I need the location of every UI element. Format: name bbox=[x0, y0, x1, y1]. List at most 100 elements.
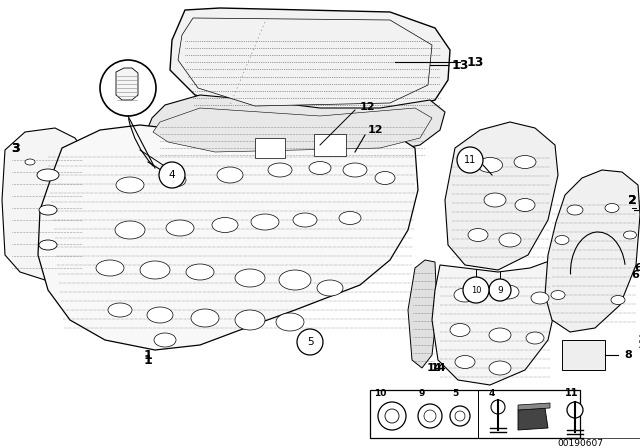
Ellipse shape bbox=[375, 172, 395, 185]
Text: 11: 11 bbox=[464, 155, 476, 165]
Text: 13: 13 bbox=[451, 59, 468, 72]
Bar bbox=[370, 390, 580, 438]
Ellipse shape bbox=[317, 280, 343, 296]
Circle shape bbox=[159, 162, 185, 188]
Ellipse shape bbox=[276, 313, 304, 331]
Ellipse shape bbox=[477, 158, 502, 172]
Text: 3: 3 bbox=[11, 142, 19, 155]
Polygon shape bbox=[178, 18, 432, 106]
Ellipse shape bbox=[567, 205, 583, 215]
Ellipse shape bbox=[454, 288, 476, 302]
Ellipse shape bbox=[251, 214, 279, 230]
Ellipse shape bbox=[166, 220, 194, 236]
Text: 15: 15 bbox=[638, 335, 640, 345]
Text: 00190607: 00190607 bbox=[557, 439, 603, 448]
Ellipse shape bbox=[147, 307, 173, 323]
Polygon shape bbox=[408, 260, 437, 368]
Ellipse shape bbox=[268, 163, 292, 177]
Ellipse shape bbox=[605, 203, 619, 212]
Text: 12: 12 bbox=[367, 125, 383, 135]
Ellipse shape bbox=[37, 169, 59, 181]
Ellipse shape bbox=[25, 159, 35, 165]
Ellipse shape bbox=[140, 261, 170, 279]
Ellipse shape bbox=[279, 270, 311, 290]
Ellipse shape bbox=[293, 213, 317, 227]
Circle shape bbox=[100, 60, 156, 116]
Ellipse shape bbox=[339, 211, 361, 224]
Circle shape bbox=[160, 163, 184, 187]
Text: 5: 5 bbox=[452, 388, 458, 397]
Text: 9: 9 bbox=[419, 388, 425, 397]
Ellipse shape bbox=[497, 285, 519, 299]
Ellipse shape bbox=[116, 177, 144, 193]
Circle shape bbox=[463, 277, 489, 303]
Text: 5: 5 bbox=[307, 337, 314, 347]
Bar bbox=[255, 138, 285, 158]
Ellipse shape bbox=[115, 221, 145, 239]
Circle shape bbox=[378, 402, 406, 430]
Ellipse shape bbox=[217, 167, 243, 183]
Polygon shape bbox=[432, 260, 558, 385]
Text: 6: 6 bbox=[631, 270, 639, 280]
Circle shape bbox=[457, 147, 483, 173]
Polygon shape bbox=[562, 340, 605, 370]
Ellipse shape bbox=[484, 193, 506, 207]
Text: 3: 3 bbox=[11, 142, 19, 155]
Text: 8: 8 bbox=[624, 350, 632, 360]
Text: 15: 15 bbox=[638, 340, 640, 350]
Text: 11: 11 bbox=[565, 388, 579, 398]
Ellipse shape bbox=[468, 228, 488, 241]
Circle shape bbox=[450, 406, 470, 426]
Text: 4: 4 bbox=[169, 170, 175, 180]
Circle shape bbox=[455, 411, 465, 421]
Ellipse shape bbox=[154, 333, 176, 347]
Circle shape bbox=[491, 400, 505, 414]
Ellipse shape bbox=[235, 310, 265, 330]
Ellipse shape bbox=[555, 236, 569, 245]
Ellipse shape bbox=[526, 332, 544, 344]
Circle shape bbox=[385, 409, 399, 423]
Ellipse shape bbox=[235, 269, 265, 287]
Polygon shape bbox=[2, 128, 95, 280]
Ellipse shape bbox=[455, 356, 475, 369]
Ellipse shape bbox=[164, 173, 186, 187]
Text: 6: 6 bbox=[634, 263, 640, 273]
Text: 7: 7 bbox=[638, 200, 640, 210]
Ellipse shape bbox=[450, 323, 470, 336]
Ellipse shape bbox=[514, 155, 536, 168]
Text: 12: 12 bbox=[359, 102, 375, 112]
Ellipse shape bbox=[623, 231, 637, 239]
Polygon shape bbox=[545, 170, 640, 332]
Polygon shape bbox=[116, 68, 138, 100]
Circle shape bbox=[297, 329, 323, 355]
Text: 14: 14 bbox=[427, 363, 443, 373]
Ellipse shape bbox=[515, 198, 535, 211]
Ellipse shape bbox=[108, 303, 132, 317]
Circle shape bbox=[298, 330, 322, 354]
Ellipse shape bbox=[39, 240, 57, 250]
Ellipse shape bbox=[489, 361, 511, 375]
Text: 2: 2 bbox=[628, 194, 636, 207]
Polygon shape bbox=[518, 408, 548, 430]
Polygon shape bbox=[153, 108, 432, 152]
Polygon shape bbox=[38, 125, 418, 350]
Text: 5: 5 bbox=[307, 337, 313, 347]
Text: 7: 7 bbox=[638, 201, 640, 211]
Text: 13: 13 bbox=[467, 56, 484, 69]
Circle shape bbox=[424, 410, 436, 422]
Text: 9: 9 bbox=[497, 285, 503, 294]
Circle shape bbox=[418, 404, 442, 428]
Ellipse shape bbox=[551, 290, 565, 300]
Ellipse shape bbox=[531, 292, 549, 304]
Text: 4: 4 bbox=[489, 388, 495, 397]
Text: 1: 1 bbox=[143, 349, 152, 362]
Polygon shape bbox=[170, 8, 450, 118]
Text: 4: 4 bbox=[169, 170, 175, 180]
Text: 1: 1 bbox=[143, 353, 152, 366]
Text: 14: 14 bbox=[430, 363, 446, 373]
Ellipse shape bbox=[39, 205, 57, 215]
Ellipse shape bbox=[343, 163, 367, 177]
Ellipse shape bbox=[96, 260, 124, 276]
Ellipse shape bbox=[309, 161, 331, 175]
Circle shape bbox=[489, 279, 511, 301]
